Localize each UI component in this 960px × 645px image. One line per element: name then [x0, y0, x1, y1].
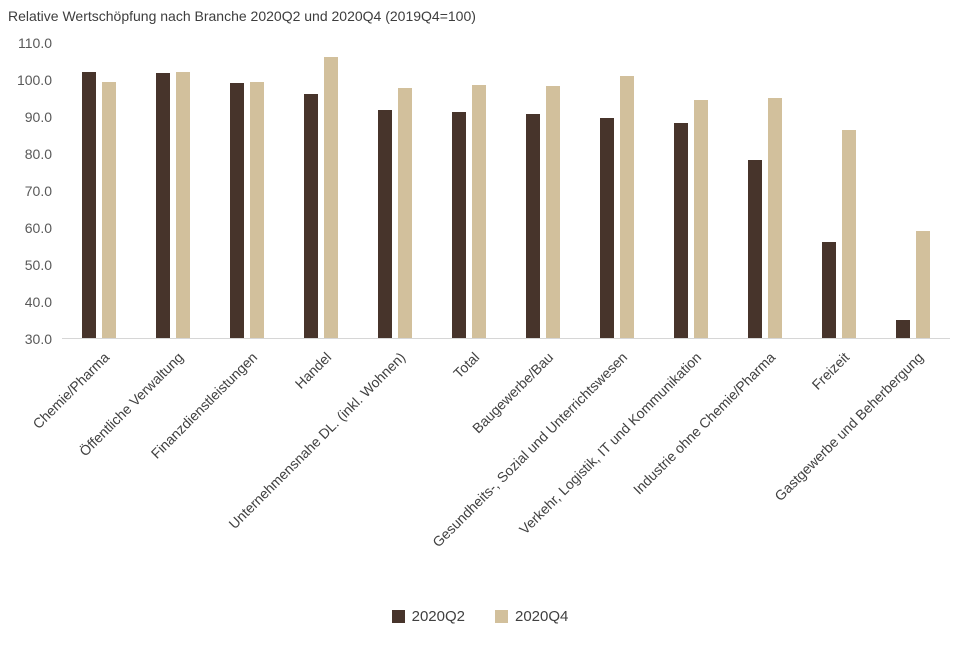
- bar-2020Q2: [526, 114, 540, 338]
- x-axis-labels: Chemie/Pharma Öffentliche Verwaltung Finan…: [29, 341, 950, 591]
- y-tick-label: 110.0: [18, 35, 52, 51]
- bar-2020Q2: [896, 319, 910, 338]
- x-axis-label: Industrie ohne Chemie/Pharma: [629, 349, 779, 498]
- y-tick-label: 50.0: [24, 257, 52, 273]
- bar-2020Q2: [748, 160, 762, 338]
- y-axis: 110.0 100.0 90.0 80.0 70.0 60.0 50.0 40.0 30.0: [0, 35, 54, 347]
- bar-2020Q2: [600, 117, 614, 338]
- bar-2020Q4: [102, 81, 116, 338]
- x-axis-label: Freizeit: [808, 349, 853, 393]
- x-axis-label: Total: [450, 349, 483, 382]
- bar-2020Q2: [452, 112, 466, 338]
- legend-swatch-icon: [495, 610, 508, 623]
- legend-label: 2020Q2: [411, 608, 465, 625]
- bar-2020Q4: [250, 81, 264, 338]
- y-tick-label: 30.0: [24, 331, 52, 347]
- bar-2020Q2: [674, 123, 688, 338]
- bar-2020Q2: [822, 241, 836, 338]
- x-axis-label: Finanzdienstleistungen: [147, 349, 261, 462]
- bar-2020Q4: [546, 86, 560, 338]
- y-tick-label: 90.0: [24, 109, 52, 125]
- y-tick-label: 100.0: [16, 72, 52, 88]
- bar-2020Q2: [230, 82, 244, 338]
- bar-2020Q4: [472, 84, 486, 338]
- bar-2020Q4: [620, 76, 634, 338]
- bar-2020Q4: [694, 100, 708, 338]
- y-tick-label: 70.0: [24, 183, 52, 199]
- bar-2020Q4: [324, 56, 338, 338]
- y-tick-label: 40.0: [24, 294, 52, 310]
- bar-2020Q2: [82, 71, 96, 338]
- plot-area: [62, 43, 950, 339]
- x-axis-label: Unternehmensnahe DL. (inkl. Wohnen): [225, 349, 409, 532]
- x-axis-label: Gesundheits-, Sozial und Unterrichtswese…: [429, 349, 631, 551]
- y-tick-label: 60.0: [24, 220, 52, 236]
- x-axis-label: Öffentliche Verwaltung: [76, 349, 187, 460]
- legend-swatch-icon: [391, 610, 405, 623]
- legend-item-2020Q2: 2020Q2: [391, 608, 465, 625]
- x-axis-label: Handel: [291, 349, 335, 392]
- bar-2020Q2: [378, 110, 392, 338]
- bar-2020Q2: [156, 73, 170, 338]
- legend-item-2020Q4: 2020Q4: [495, 608, 568, 625]
- x-axis-label: Verkehr, Logistik, IT und Kommunikation: [515, 349, 705, 538]
- y-tick-label: 80.0: [24, 146, 52, 162]
- bar-2020Q4: [176, 71, 190, 338]
- bar-2020Q4: [768, 97, 782, 338]
- x-axis-label: Baugewerbe/Bau: [469, 349, 557, 437]
- bar-2020Q4: [842, 130, 856, 338]
- legend-label: 2020Q4: [515, 608, 569, 625]
- bar-2020Q2: [304, 93, 318, 338]
- bar-2020Q4: [398, 88, 412, 338]
- x-axis-label: Chemie/Pharma: [29, 349, 113, 432]
- chart-title: Relative Wertschöpfung nach Branche 2020…: [8, 8, 476, 24]
- legend: 2020Q2 2020Q4: [0, 608, 960, 625]
- x-axis-label: Gastgewerbe und Beherbergung: [771, 349, 927, 504]
- bar-2020Q4: [916, 230, 930, 338]
